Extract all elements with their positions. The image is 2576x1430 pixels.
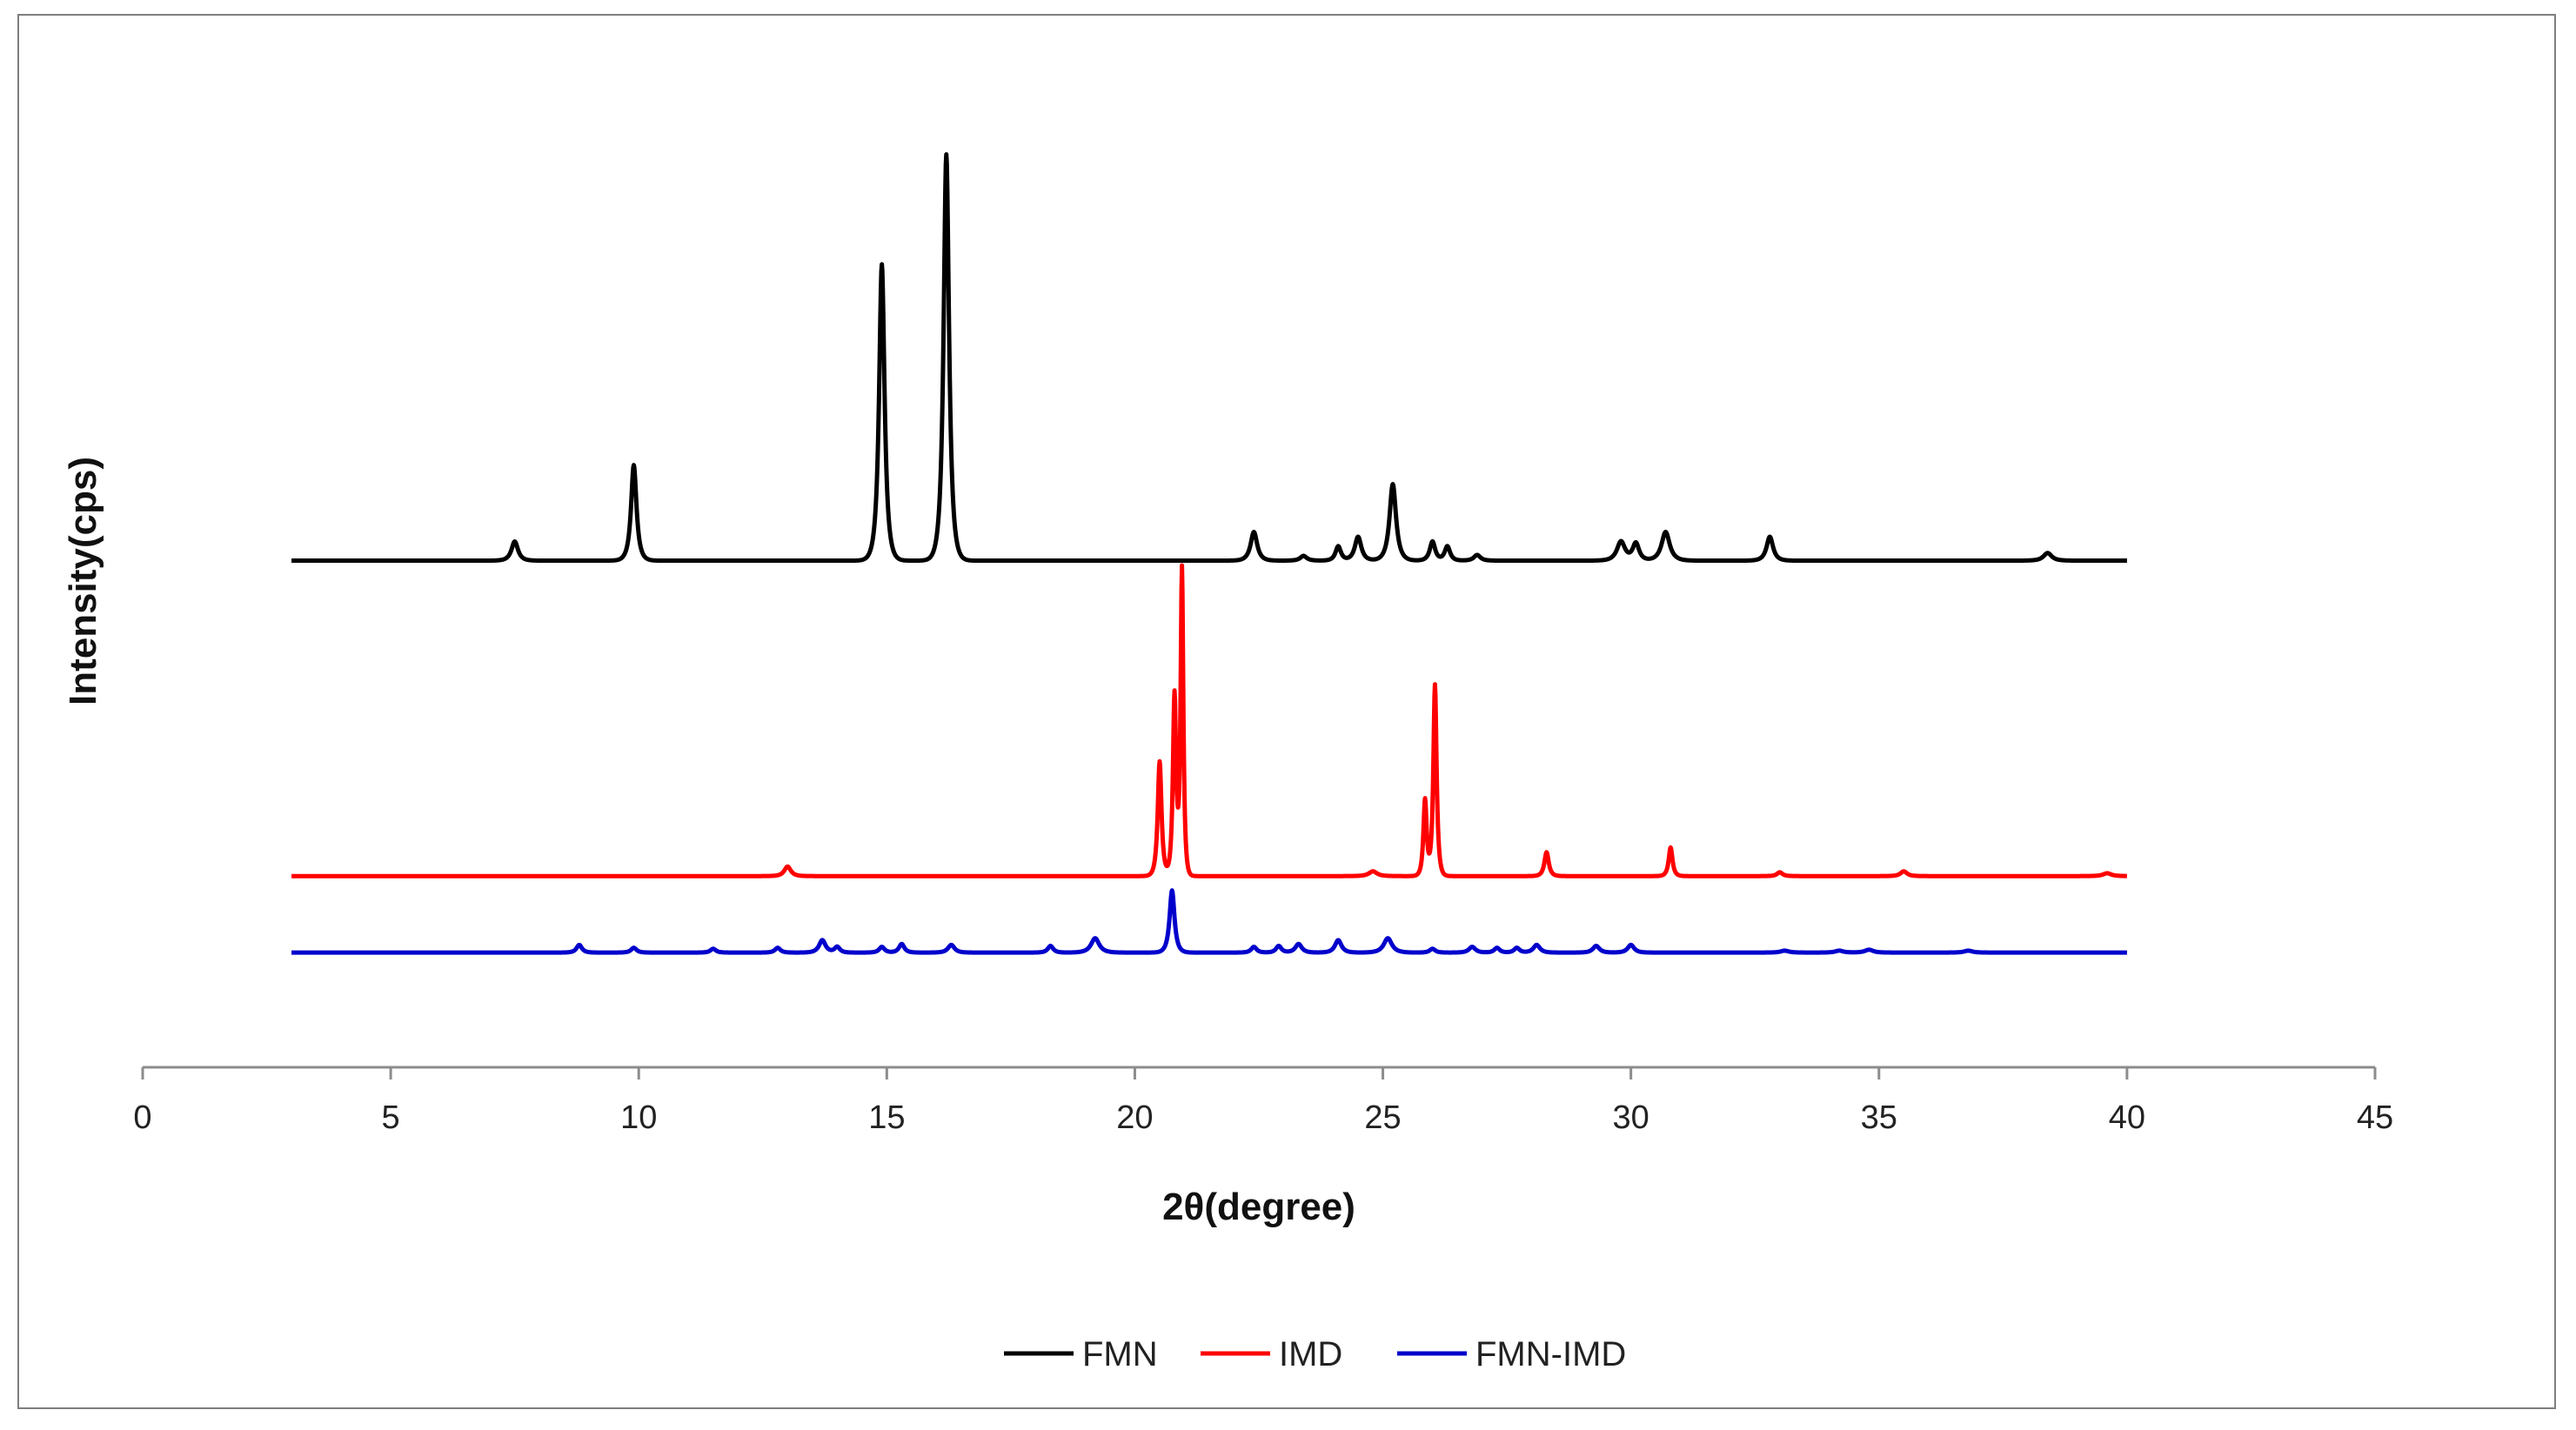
y-axis-title: Intensity(cps) (62, 457, 104, 705)
legend-label: IMD (1279, 1335, 1342, 1373)
x-tick-label: 10 (620, 1099, 657, 1136)
x-tick-label: 5 (382, 1099, 400, 1136)
series-line-fmn-imd (290, 888, 2129, 955)
x-tick-label: 15 (868, 1099, 905, 1136)
legend-label: FMN-IMD (1475, 1335, 1626, 1373)
x-tick-label: 25 (1364, 1099, 1401, 1136)
x-axis-title: 2θ(degree) (1162, 1186, 1355, 1228)
series-layer (290, 151, 2129, 955)
x-tick-label: 0 (133, 1099, 151, 1136)
x-tick-label: 30 (1613, 1099, 1649, 1136)
legend-item-fmn: FMN (1004, 1335, 1158, 1373)
legend-item-fmn-imd: FMN-IMD (1397, 1335, 1626, 1373)
legend-label: FMN (1082, 1335, 1158, 1373)
chart-frame: 0 5 10 15 20 25 30 35 40 45 2θ(degree) Intensity(… (17, 14, 2556, 1409)
x-tick-label: 40 (2109, 1099, 2145, 1136)
x-tick-label: 20 (1116, 1099, 1153, 1136)
xrd-chart: 0 5 10 15 20 25 30 35 40 45 2θ(degree) Intensity(… (62, 151, 2393, 1373)
series-line-fmn (290, 151, 2129, 564)
legend: FMN IMD FMN-IMD (1004, 1335, 1626, 1373)
x-tick-label: 35 (1861, 1099, 1897, 1136)
x-axis-ticks: 0 5 10 15 20 25 30 35 40 45 (133, 1067, 2393, 1136)
legend-item-imd: IMD (1201, 1335, 1342, 1373)
x-tick-label: 45 (2357, 1099, 2393, 1136)
series-line-imd (290, 563, 2129, 879)
